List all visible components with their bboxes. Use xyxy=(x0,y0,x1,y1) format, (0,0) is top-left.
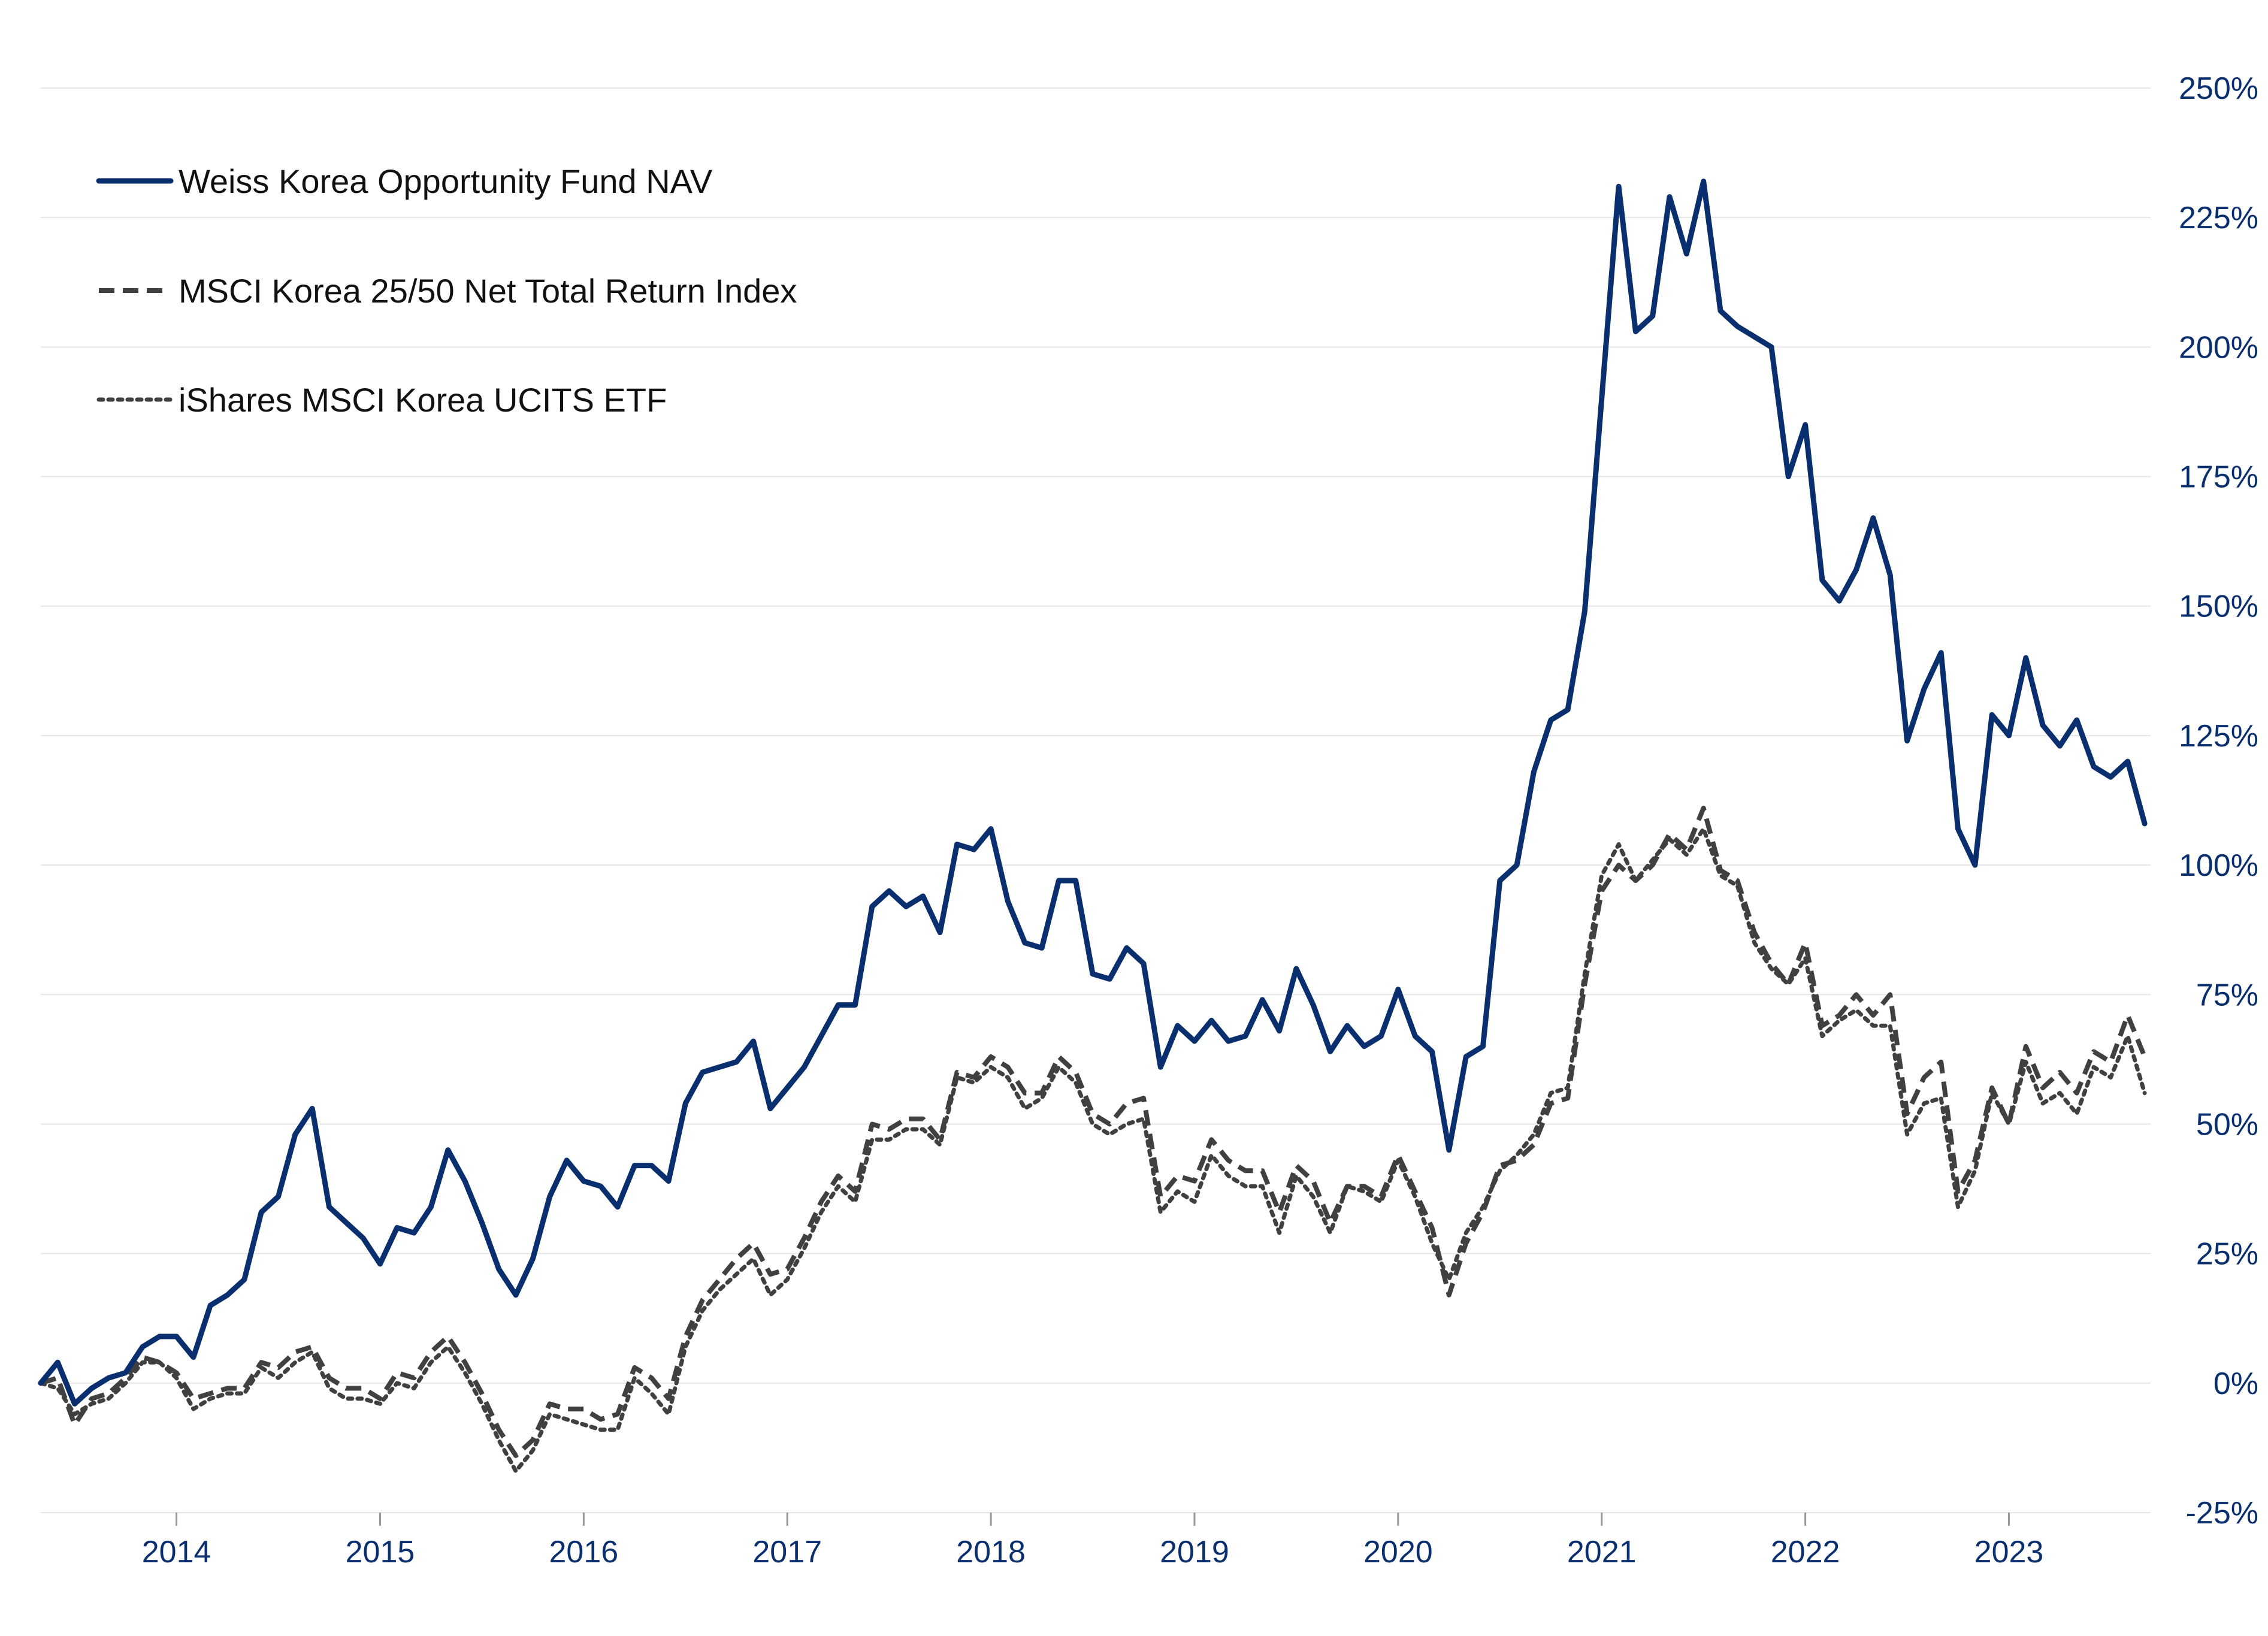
y-tick-label: 125% xyxy=(2179,719,2258,754)
x-axis: 2014 2015 2016 2017 2018 2019 2020 2021 2022 2023 xyxy=(142,1513,2044,1570)
legend-item-weiss-korea-opportunity-fund-nav: Weiss Korea Opportunity Fund NAV xyxy=(96,162,713,200)
y-tick-label: 200% xyxy=(2179,330,2258,365)
x-tick-label: 2019 xyxy=(1160,1535,1229,1570)
y-tick-label: 100% xyxy=(2179,848,2258,883)
series-line-ishares-msci-korea-ucits-etf xyxy=(38,827,2147,1474)
y-tick-label: 25% xyxy=(2196,1237,2258,1272)
x-tick-label: 2018 xyxy=(956,1535,1026,1570)
y-tick-label: 175% xyxy=(2179,460,2258,495)
legend-label: iShares MSCI Korea UCITS ETF xyxy=(179,381,667,419)
x-tick-label: 2016 xyxy=(549,1535,619,1570)
y-tick-label: 250% xyxy=(2179,71,2258,106)
legend: Weiss Korea Opportunity Fund NAV MSCI Kor… xyxy=(96,162,797,419)
y-tick-label: 225% xyxy=(2179,201,2258,235)
y-tick-label: 50% xyxy=(2196,1107,2258,1142)
legend-label: MSCI Korea 25/50 Net Total Return Index xyxy=(179,272,797,310)
y-tick-label: 150% xyxy=(2179,589,2258,624)
legend-item-ishares-msci-korea-ucits-etf: iShares MSCI Korea UCITS ETF xyxy=(96,381,667,419)
series-lines xyxy=(38,179,2148,1474)
x-tick-label: 2022 xyxy=(1771,1535,1840,1570)
y-tick-label: -25% xyxy=(2186,1496,2258,1531)
y-axis: 250% 225% 200% 175% 150% 125% 100% 75% 50% 25% 0% -… xyxy=(2179,71,2258,1531)
x-tick-label: 2015 xyxy=(346,1535,415,1570)
x-tick-label: 2021 xyxy=(1567,1535,1637,1570)
series-line-weiss-korea-opportunity-fund-nav xyxy=(38,179,2148,1407)
x-tick-label: 2020 xyxy=(1363,1535,1433,1570)
x-tick-label: 2014 xyxy=(142,1535,211,1570)
y-tick-label: 0% xyxy=(2213,1366,2258,1401)
legend-label: Weiss Korea Opportunity Fund NAV xyxy=(179,162,713,200)
legend-item-msci-korea-25-50-net-total-return-index: MSCI Korea 25/50 Net Total Return Index xyxy=(99,272,797,310)
y-tick-label: 75% xyxy=(2196,978,2258,1012)
x-tick-label: 2017 xyxy=(752,1535,822,1570)
series-line-msci-korea-25-50-net-total-return-index xyxy=(40,806,2147,1458)
x-tick-label: 2023 xyxy=(1974,1535,2044,1570)
